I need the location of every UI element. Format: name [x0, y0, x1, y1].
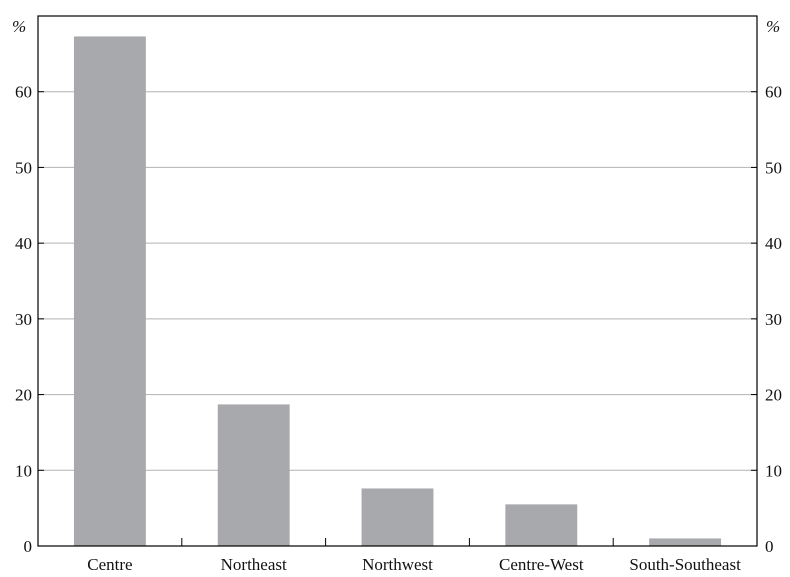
left-y-tick-label: 20: [15, 386, 32, 405]
left-y-tick-label: 60: [15, 83, 32, 102]
plot-frame: [37, 15, 758, 547]
right-y-tick-label: 50: [765, 158, 782, 177]
bar-northeast: [217, 404, 290, 546]
x-category-label: Centre-West: [499, 555, 584, 574]
left-y-tick-label: 40: [15, 234, 32, 253]
bar-centre-west: [505, 504, 578, 546]
gridlines: [38, 91, 757, 471]
bar-northwest: [361, 488, 434, 546]
right-y-tick-label: 60: [765, 83, 782, 102]
right-y-tick-label: 0: [765, 537, 774, 556]
left-y-tick-label: 30: [15, 310, 32, 329]
right-y-axis-ticks: 0 10 20 30 40 50 60: [751, 83, 782, 556]
x-category-label: Northwest: [362, 555, 433, 574]
left-axis-unit-label: %: [12, 17, 26, 36]
left-y-axis-ticks: 0 10 20 30 40 50 60: [15, 83, 44, 556]
right-y-tick-label: 10: [765, 461, 782, 480]
right-y-tick-label: 30: [765, 310, 782, 329]
right-y-tick-label: 20: [765, 386, 782, 405]
x-axis-labels: Centre Northeast Northwest Centre-West South…: [87, 555, 741, 574]
left-y-tick-label: 10: [15, 461, 32, 480]
x-category-label: Northeast: [221, 555, 287, 574]
x-category-label: South-Southeast: [629, 555, 741, 574]
x-axis-ticks: [181, 538, 614, 546]
bar-south-southeast: [649, 538, 722, 546]
right-axis-unit-label: %: [766, 17, 780, 36]
right-y-tick-label: 40: [765, 234, 782, 253]
left-y-tick-label: 0: [24, 537, 33, 556]
plot-border: [37, 15, 758, 547]
left-y-tick-label: 50: [15, 158, 32, 177]
x-category-label: Centre: [87, 555, 132, 574]
bar-centre: [73, 36, 146, 546]
bars: [73, 36, 722, 546]
